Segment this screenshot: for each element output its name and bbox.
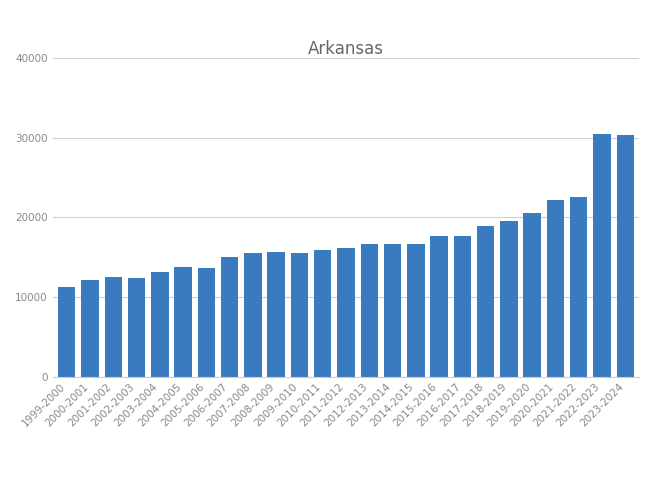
Text: Arkansas: Arkansas — [308, 40, 384, 58]
Bar — [593, 134, 611, 377]
Bar — [430, 237, 448, 377]
Bar — [360, 244, 378, 377]
Bar — [268, 252, 285, 377]
Bar — [151, 271, 169, 377]
Bar — [407, 243, 424, 377]
Bar — [453, 237, 471, 377]
Bar — [570, 198, 587, 377]
Bar — [291, 253, 308, 377]
Bar — [337, 248, 355, 377]
Bar — [81, 280, 99, 377]
Bar — [314, 250, 331, 377]
Bar — [477, 226, 494, 377]
Bar — [547, 200, 564, 377]
Bar — [244, 253, 262, 377]
Bar — [617, 135, 634, 377]
Bar — [384, 243, 401, 377]
Bar — [58, 287, 75, 377]
Bar — [128, 278, 145, 377]
Bar — [221, 257, 239, 377]
Bar — [105, 277, 122, 377]
Bar — [523, 213, 541, 377]
Bar — [198, 269, 215, 377]
Bar — [500, 221, 517, 377]
Bar — [175, 267, 192, 377]
